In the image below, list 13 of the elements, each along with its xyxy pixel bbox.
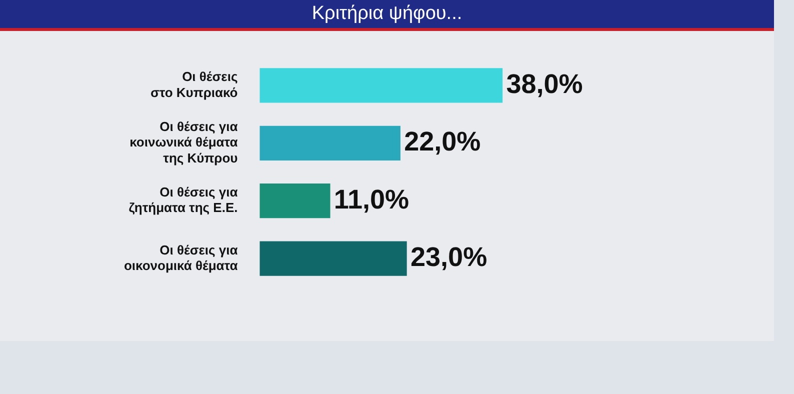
data-label: 38,0% [506,68,583,99]
bar [260,241,407,276]
data-label: 22,0% [404,126,481,157]
chart-title: Κριτήρια ψήφου... [0,0,774,31]
bar [260,184,330,218]
y-tick-label: Οι θέσεις για κοινωνικά θέματα της Κύπρου [130,119,238,166]
y-tick-label: Οι θέσεις για ζητήματα της Ε.Ε. [128,184,238,216]
data-label: 11,0% [334,184,410,214]
bar [260,126,400,160]
y-tick-label: Οι θέσεις για οικονομικά θέματα [124,242,238,273]
y-tick-label: Οι θέσεις στο Κυπριακό [150,69,238,100]
data-label: 23,0% [410,242,488,272]
bar [260,68,503,103]
